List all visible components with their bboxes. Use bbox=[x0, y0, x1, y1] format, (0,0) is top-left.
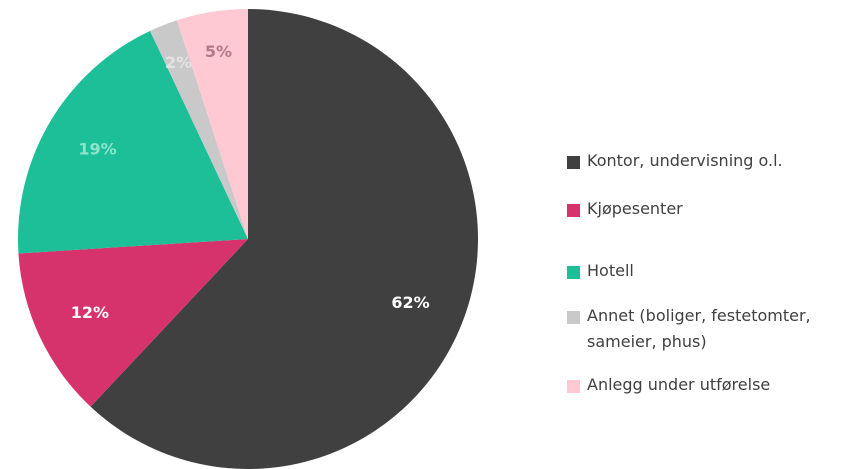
data-label: 19% bbox=[78, 140, 116, 159]
data-label: 2% bbox=[165, 53, 192, 72]
data-label: 62% bbox=[391, 293, 429, 312]
data-label: 12% bbox=[71, 303, 109, 322]
legend-item: Kjøpesenter bbox=[567, 196, 857, 222]
legend-item: Hotell bbox=[567, 258, 857, 284]
legend-item: Annet (boliger, festetomter, sameier, ph… bbox=[567, 303, 857, 355]
slice bbox=[150, 20, 248, 239]
legend-label: Kjøpesenter bbox=[587, 199, 683, 218]
legend-label: Annet (boliger, festetomter, sameier, ph… bbox=[587, 306, 811, 351]
legend-swatch bbox=[567, 204, 580, 217]
data-label: 5% bbox=[205, 42, 232, 61]
legend-swatch bbox=[567, 311, 580, 324]
legend-label: Hotell bbox=[587, 261, 634, 280]
legend-swatch bbox=[567, 156, 580, 169]
legend-item: Kontor, undervisning o.l. bbox=[567, 148, 857, 174]
slice bbox=[176, 9, 248, 239]
legend-label: Kontor, undervisning o.l. bbox=[587, 151, 783, 170]
legend-swatch bbox=[567, 266, 580, 279]
slice bbox=[90, 9, 478, 469]
legend-item: Anlegg under utførelse bbox=[567, 372, 857, 398]
slice bbox=[17, 30, 248, 254]
legend-swatch bbox=[567, 380, 580, 393]
legend-label: Anlegg under utførelse bbox=[587, 375, 771, 394]
slice bbox=[18, 239, 248, 407]
